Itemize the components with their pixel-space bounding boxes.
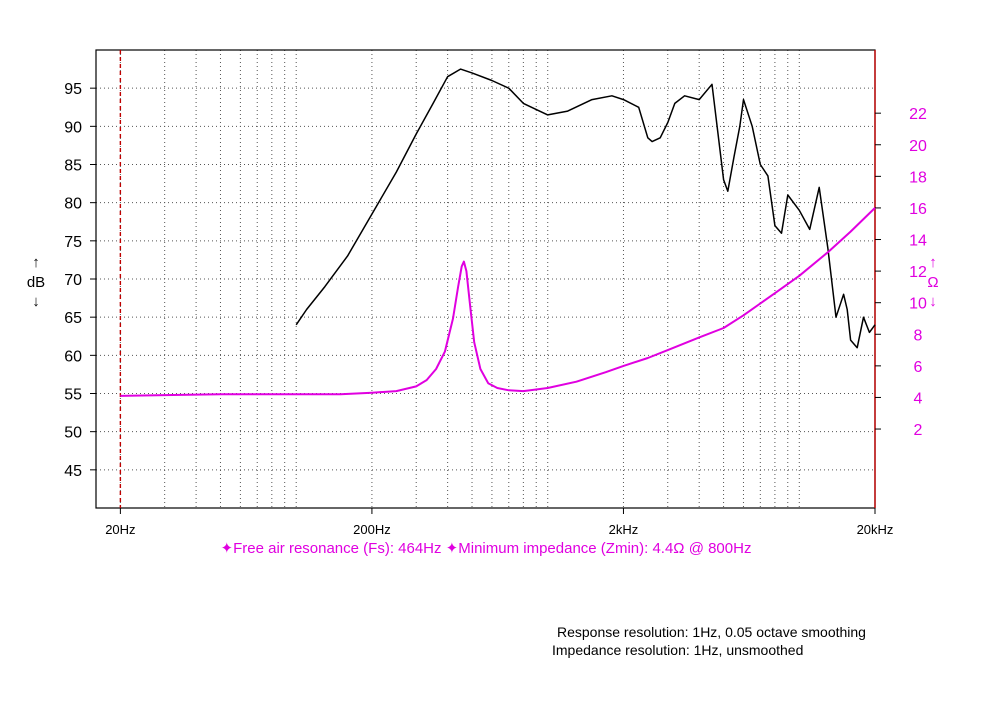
y-left-tick-label: 90 <box>64 119 82 136</box>
y-right-arrow-down: ↓ <box>929 293 937 310</box>
spl-series-line <box>295 68 876 349</box>
y-left-arrow-up: ↑ <box>32 254 40 271</box>
y-right-axis-label: Ω <box>927 274 938 291</box>
y-left-tick-label: 75 <box>64 234 82 251</box>
y-left-tick-label: 95 <box>64 81 82 98</box>
x-tick-label: 20kHz <box>857 522 894 537</box>
x-tick-label: 20Hz <box>105 522 135 537</box>
footnotes: Response resolution: 1Hz, 0.05 octave sm… <box>552 623 866 659</box>
y-right-tick-label: 20 <box>909 138 927 155</box>
y-left-tick-label: 65 <box>64 310 82 327</box>
footnote-response-resolution: Response resolution: 1Hz, 0.05 octave sm… <box>557 624 866 640</box>
resonance-annotation: ✦Free air resonance (Fs): 464Hz ✦Minimum… <box>221 540 752 557</box>
y-left-tick-label: 80 <box>64 196 82 213</box>
y-right-tick-label: 4 <box>914 390 923 407</box>
footnote-impedance-resolution: Impedance resolution: 1Hz, unsmoothed <box>552 642 804 658</box>
x-tick-label: 2kHz <box>609 522 639 537</box>
y-left-tick-label: 50 <box>64 425 82 442</box>
x-tick-label: 200Hz <box>353 522 391 537</box>
y-left-tick-label: 60 <box>64 348 82 365</box>
y-left-arrow-down: ↓ <box>32 293 40 310</box>
y-right-tick-label: 14 <box>909 233 927 250</box>
y-left-axis-label: dB <box>27 274 45 291</box>
impedance-series-line <box>120 207 876 397</box>
y-left-tick-label: 45 <box>64 463 82 480</box>
y-right-tick-label: 12 <box>909 264 927 281</box>
y-right-tick-label: 6 <box>914 359 923 376</box>
y-right-arrow-up: ↑ <box>929 254 937 271</box>
y-left-tick-label: 70 <box>64 272 82 289</box>
y-right-tick-label: 22 <box>909 106 927 123</box>
y-right-tick-label: 18 <box>909 169 927 186</box>
y-left-tick-label: 55 <box>64 387 82 404</box>
y-right-tick-label: 2 <box>914 422 923 439</box>
y-right-tick-label: 10 <box>909 296 927 313</box>
y-right-tick-label: 8 <box>914 327 923 344</box>
y-left-tick-label: 85 <box>64 158 82 175</box>
y-right-tick-label: 16 <box>909 201 927 218</box>
